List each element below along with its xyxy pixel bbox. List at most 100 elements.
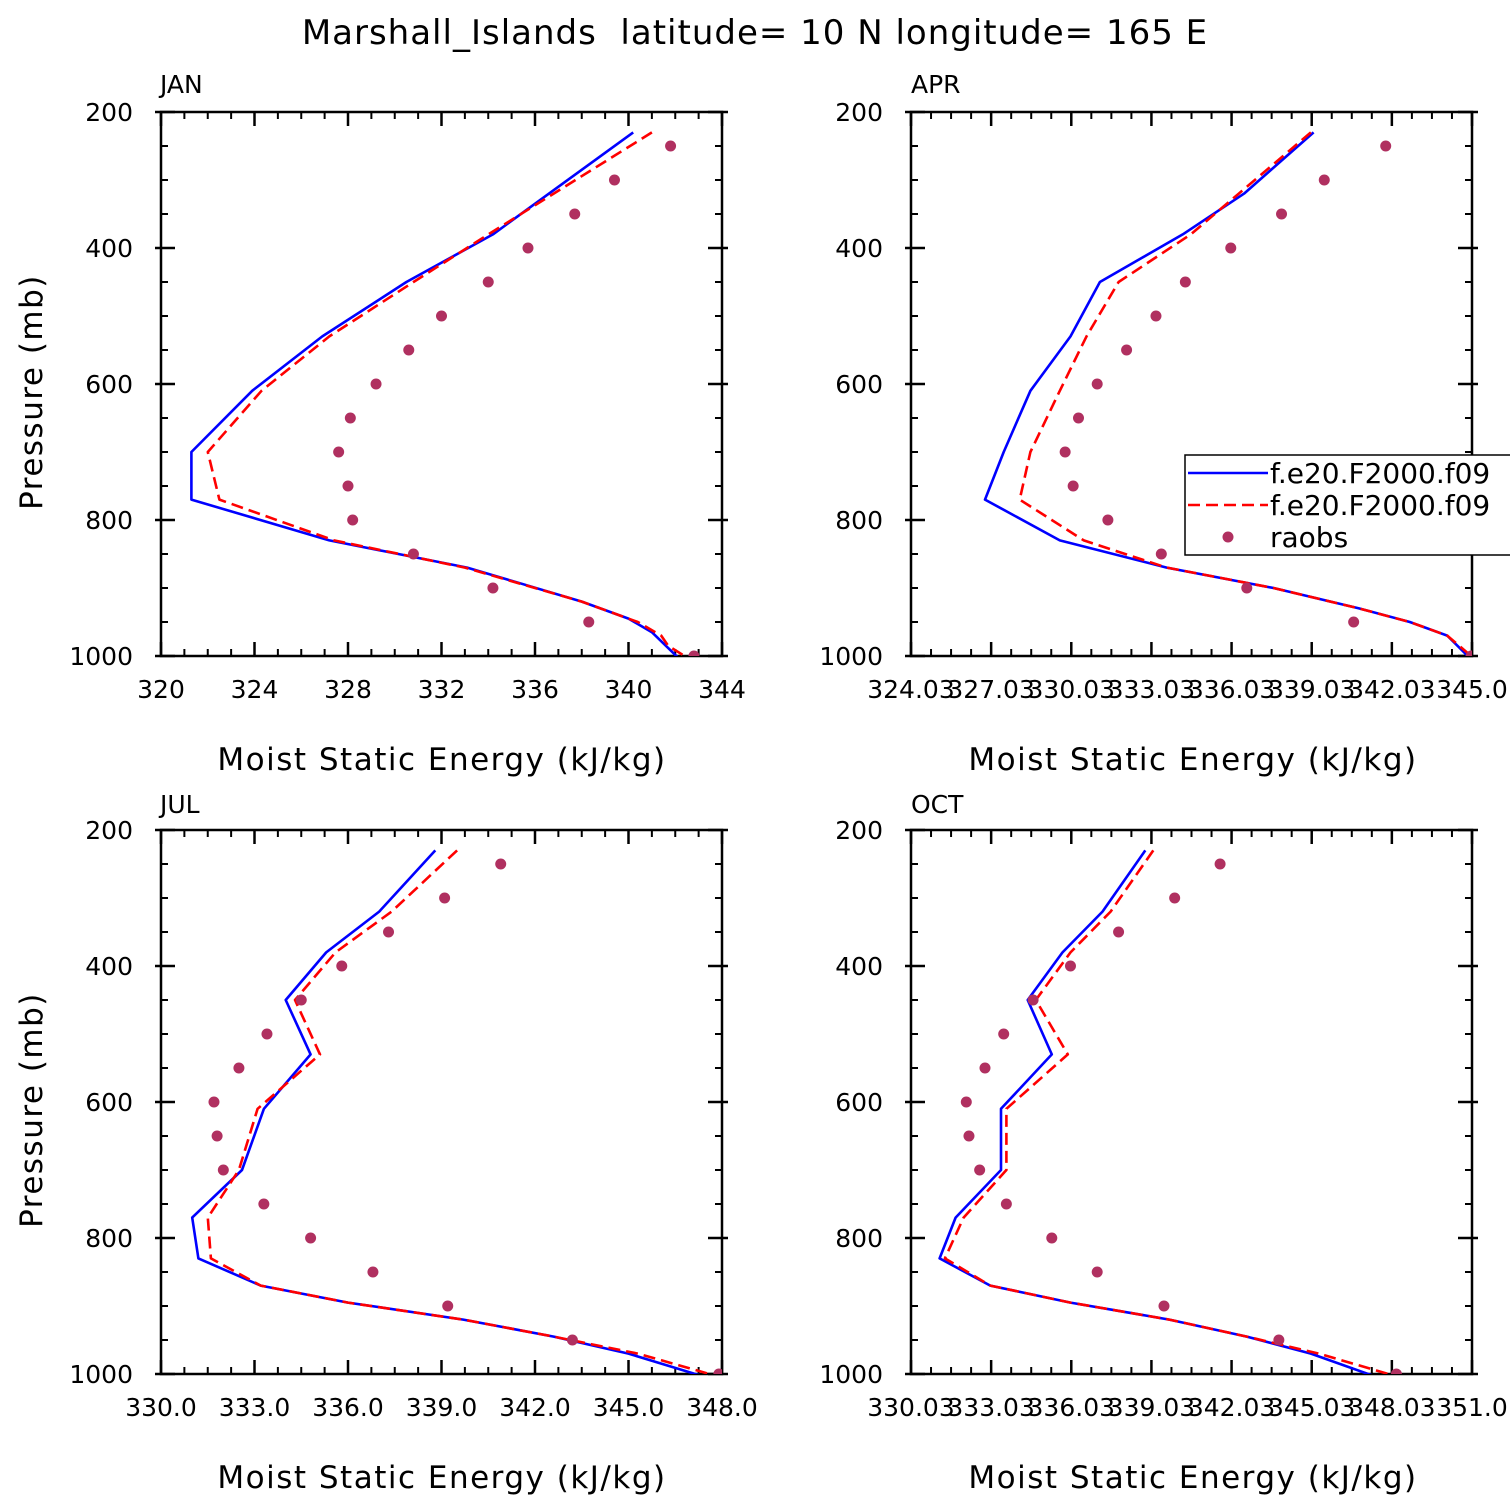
x-axis-label-jul: Moist Static Energy (kJ/kg)	[217, 1460, 666, 1496]
raobs-point	[713, 1368, 722, 1374]
raobs-point	[998, 1028, 1010, 1040]
legend-label: f.e20.F2000.f09	[1270, 489, 1490, 522]
raobs-point	[963, 1130, 975, 1142]
raobs-point	[1273, 1334, 1285, 1346]
raobs-point	[344, 412, 356, 424]
x-tick-label: 339.0	[406, 1393, 478, 1422]
plot-area-jan: 320 324 328 332 336 340 344 200 400 600 800 1000	[69, 98, 745, 704]
legend-label: f.e20.F2000.f09	[1270, 457, 1490, 490]
y-tick-label: 200	[85, 816, 133, 845]
raobs-point	[1155, 548, 1167, 560]
x-tick-label: 339.03	[1108, 1393, 1195, 1422]
raobs-point	[233, 1062, 245, 1074]
raobs-point	[342, 480, 354, 492]
y-tick-label: 800	[835, 1224, 883, 1253]
raobs-point	[482, 276, 494, 288]
x-tick-label: 328	[324, 675, 372, 704]
raobs-point	[407, 548, 419, 560]
panel-oct: OCT 330.03333.03336.03339.03342.03345.03…	[819, 790, 1507, 1496]
raobs-point	[1465, 650, 1472, 656]
y-tick-label: 1000	[69, 642, 133, 671]
raobs-point	[1064, 960, 1076, 972]
y-tick-label: 1000	[819, 642, 883, 671]
raobs-point	[367, 1266, 379, 1278]
x-tick-label: 336.03	[1188, 675, 1275, 704]
panel-apr: APR 324.03327.03330.03333.03336.03339.03…	[819, 70, 1507, 778]
raobs-point	[347, 514, 359, 526]
y-axis-label-jan: Pressure (mb)	[14, 274, 50, 510]
y-tick-label: 1000	[819, 1360, 883, 1389]
series-line-solid-apr	[983, 131, 1470, 656]
x-tick-label: 351.0	[1436, 1393, 1508, 1422]
raobs-point	[1091, 1266, 1103, 1278]
panel-jan: JAN 320 324 328 332 336 340 344 200 400 600 800 100…	[14, 70, 746, 778]
legend-label: raobs	[1270, 521, 1348, 554]
x-tick-label: 333.03	[947, 1393, 1034, 1422]
y-tick-label: 600	[835, 1088, 883, 1117]
x-tick-label: 342.0	[499, 1393, 571, 1422]
x-tick-label: 330.03	[867, 1393, 954, 1422]
x-axis-label-oct: Moist Static Energy (kJ/kg)	[968, 1460, 1417, 1496]
raobs-point	[487, 582, 499, 594]
x-tick-label: 333.03	[1108, 675, 1195, 704]
raobs-point	[217, 1164, 229, 1176]
raobs-point	[1091, 378, 1103, 390]
x-tick-label: 345.0	[1436, 675, 1508, 704]
raobs-point	[1348, 616, 1360, 628]
series-line-dashed-oct	[943, 849, 1389, 1374]
plot-area-jul: 330.0 333.0 336.0 339.0 342.0 345.0 348.0 200 40…	[69, 816, 757, 1422]
x-tick-label: 336	[511, 675, 559, 704]
raobs-point	[1380, 140, 1392, 152]
x-tick-label: 324	[231, 675, 279, 704]
x-tick-label: 320	[137, 675, 185, 704]
raobs-point	[569, 208, 581, 220]
series-line-dashed-jan	[206, 131, 686, 656]
x-tick-label: 345.0	[593, 1393, 665, 1422]
raobs-point	[295, 994, 307, 1006]
raobs-point	[1276, 208, 1288, 220]
y-tick-label: 200	[85, 98, 133, 127]
raobs-point	[566, 1334, 578, 1346]
raobs-point	[370, 378, 382, 390]
x-tick-label: 332	[418, 675, 466, 704]
raobs-point	[442, 1300, 454, 1312]
raobs-point	[336, 960, 348, 972]
x-tick-label: 330.0	[125, 1393, 197, 1422]
raobs-point	[436, 310, 447, 322]
raobs-point	[1046, 1232, 1058, 1244]
raobs-point	[522, 242, 534, 254]
raobs-point	[1214, 858, 1226, 870]
raobs-point	[403, 344, 415, 356]
raobs-point	[258, 1198, 270, 1210]
raobs-point	[1241, 582, 1253, 594]
x-tick-label: 342.03	[1188, 1393, 1275, 1422]
raobs-point	[1067, 480, 1079, 492]
raobs-point	[1150, 310, 1162, 322]
raobs-point	[1072, 412, 1084, 424]
raobs-point	[261, 1028, 273, 1040]
legend-swatch-raobs	[1222, 531, 1234, 543]
y-tick-label: 600	[85, 370, 133, 399]
y-tick-label: 600	[835, 370, 883, 399]
series-line-dashed-jul	[206, 849, 710, 1374]
plot-frame-apr	[909, 110, 1474, 658]
plot-frame-jul	[159, 828, 724, 1376]
raobs-point	[1027, 994, 1039, 1006]
plot-frame-oct	[909, 828, 1474, 1376]
series-line-dashed-apr	[1018, 131, 1472, 656]
x-tick-label: 348.0	[686, 1393, 758, 1422]
x-tick-label: 330.03	[1028, 675, 1115, 704]
panel-title-jul: JUL	[158, 790, 200, 819]
y-tick-label: 800	[85, 1224, 133, 1253]
x-tick-label: 342.03	[1348, 675, 1435, 704]
raobs-point	[960, 1096, 972, 1108]
panel-title-jan: JAN	[158, 70, 203, 99]
panel-jul: JUL 330.0 333.0 336.0 339.0 342.0 345.0 348.0 2…	[14, 790, 758, 1496]
x-tick-label: 345.03	[1268, 1393, 1355, 1422]
raobs-point	[1121, 344, 1133, 356]
y-tick-label: 200	[835, 98, 883, 127]
x-axis-label-apr: Moist Static Energy (kJ/kg)	[968, 742, 1417, 778]
panel-title-apr: APR	[911, 70, 961, 99]
